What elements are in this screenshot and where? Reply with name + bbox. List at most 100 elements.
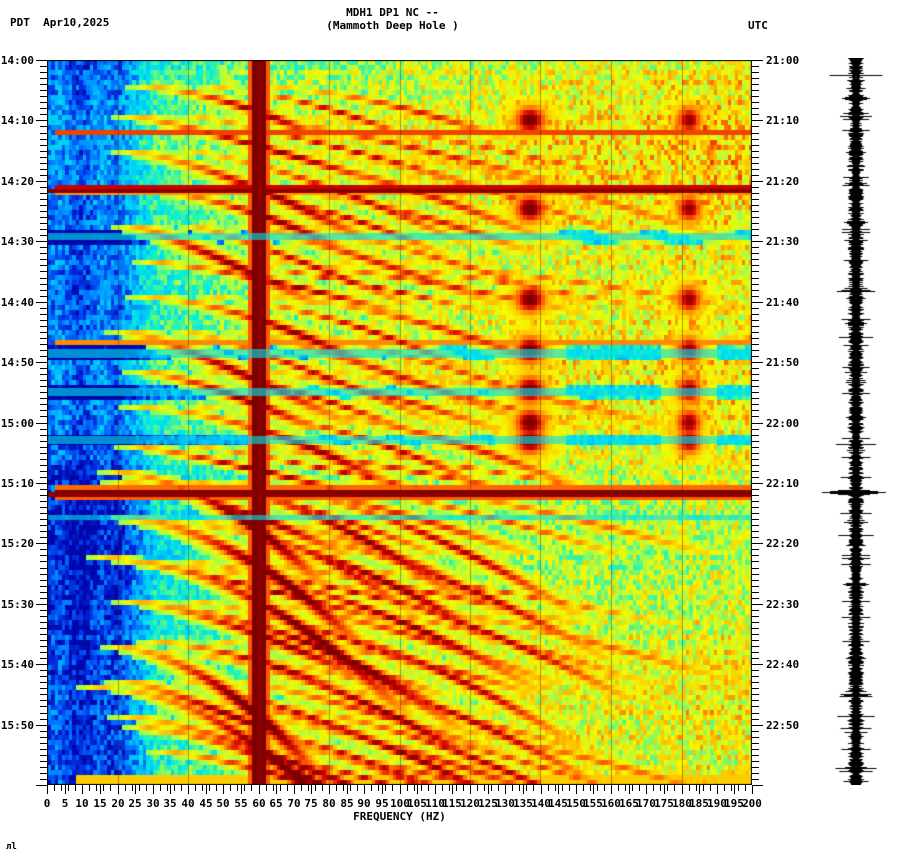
freq-tick-minor: [336, 785, 337, 791]
time-tick-major-left: [36, 483, 47, 484]
freq-tick-minor: [512, 785, 513, 791]
freq-tick-major: [276, 785, 277, 794]
time-tick-minor-left: [40, 320, 47, 321]
time-tick-minor-right: [752, 72, 759, 73]
freq-tick-minor: [519, 785, 520, 791]
time-tick-minor-right: [752, 78, 759, 79]
time-tick-minor-right: [752, 314, 759, 315]
time-tick-minor-right: [752, 586, 759, 587]
frequency-tick-label: 40: [181, 797, 195, 810]
frequency-tick-label: 55: [234, 797, 248, 810]
time-label-pdt: 15:10: [0, 477, 34, 490]
time-label-pdt: 15:00: [0, 417, 34, 430]
time-tick-minor-left: [40, 646, 47, 647]
freq-tick-minor: [195, 785, 196, 791]
page-subtitle: (Mammoth Deep Hole ): [326, 19, 459, 32]
freq-tick-minor: [371, 785, 372, 791]
freq-tick-major: [646, 785, 647, 794]
time-tick-minor-right: [752, 592, 759, 593]
freq-tick-minor: [392, 785, 393, 791]
time-tick-major-right: [752, 423, 763, 424]
freq-tick-minor: [350, 785, 351, 791]
time-tick-minor-right: [752, 453, 759, 454]
time-tick-minor-right: [752, 634, 759, 635]
time-tick-minor-left: [40, 658, 47, 659]
frequency-tick-label: 115: [442, 797, 462, 810]
time-tick-minor-left: [40, 561, 47, 562]
freq-tick-major: [188, 785, 189, 794]
freq-tick-minor: [604, 785, 605, 791]
time-label-utc: 21:50: [766, 356, 800, 369]
time-tick-minor-right: [752, 169, 759, 170]
time-tick-minor-left: [40, 531, 47, 532]
header-timezone-date: PDT Apr10,2025: [10, 16, 110, 29]
time-tick-minor-right: [752, 284, 759, 285]
time-tick-minor-left: [40, 495, 47, 496]
time-tick-minor-left: [40, 555, 47, 556]
time-tick-minor-left: [40, 706, 47, 707]
freq-tick-minor: [449, 785, 450, 791]
time-label-pdt: 14:20: [0, 175, 34, 188]
time-tick-minor-right: [752, 356, 759, 357]
time-tick-minor-right: [752, 555, 759, 556]
freq-tick-minor: [724, 785, 725, 791]
time-tick-major-right: [752, 785, 763, 786]
freq-tick-minor: [442, 785, 443, 791]
time-tick-minor-left: [40, 386, 47, 387]
time-tick-minor-right: [752, 773, 759, 774]
freq-tick-minor: [738, 785, 739, 791]
frequency-tick-label: 95: [375, 797, 389, 810]
freq-tick-major: [153, 785, 154, 794]
freq-tick-major: [311, 785, 312, 794]
freq-tick-minor: [689, 785, 690, 791]
time-label-utc: 22:10: [766, 477, 800, 490]
time-tick-minor-right: [752, 568, 759, 569]
time-tick-major-right: [752, 725, 763, 726]
time-label-utc: 21:30: [766, 235, 800, 248]
freq-tick-major: [452, 785, 453, 794]
time-tick-minor-left: [40, 676, 47, 677]
corner-artifact: лl: [6, 842, 17, 852]
time-tick-major-right: [752, 120, 763, 121]
time-tick-minor-left: [40, 102, 47, 103]
time-tick-minor-right: [752, 580, 759, 581]
time-tick-minor-left: [40, 713, 47, 714]
time-tick-minor-right: [752, 145, 759, 146]
time-tick-minor-left: [40, 773, 47, 774]
time-tick-minor-left: [40, 296, 47, 297]
time-tick-minor-right: [752, 404, 759, 405]
frequency-tick-label: 165: [619, 797, 639, 810]
time-tick-minor-left: [40, 719, 47, 720]
time-tick-minor-left: [40, 610, 47, 611]
freq-tick-major: [734, 785, 735, 794]
time-tick-minor-left: [40, 374, 47, 375]
freq-tick-minor: [174, 785, 175, 791]
time-tick-minor-left: [40, 398, 47, 399]
time-tick-major-left: [36, 241, 47, 242]
time-tick-major-right: [752, 664, 763, 665]
freq-tick-minor: [160, 785, 161, 791]
time-tick-minor-right: [752, 84, 759, 85]
time-tick-minor-right: [752, 133, 759, 134]
frequency-tick-label: 80: [322, 797, 336, 810]
time-tick-major-right: [752, 60, 763, 61]
freq-tick-minor: [280, 785, 281, 791]
time-tick-minor-right: [752, 700, 759, 701]
time-tick-major-right: [752, 362, 763, 363]
freq-tick-minor: [146, 785, 147, 791]
freq-tick-minor: [287, 785, 288, 791]
freq-tick-major: [664, 785, 665, 794]
frequency-tick-label: 140: [531, 797, 551, 810]
time-tick-minor-left: [40, 187, 47, 188]
time-tick-minor-left: [40, 755, 47, 756]
time-tick-minor-left: [40, 519, 47, 520]
freq-tick-minor: [745, 785, 746, 791]
time-tick-minor-right: [752, 706, 759, 707]
freq-tick-minor: [322, 785, 323, 791]
frequency-tick-label: 130: [495, 797, 515, 810]
time-tick-minor-left: [40, 247, 47, 248]
time-tick-minor-right: [752, 670, 759, 671]
time-tick-minor-left: [40, 616, 47, 617]
freq-tick-minor: [230, 785, 231, 791]
time-tick-minor-right: [752, 338, 759, 339]
